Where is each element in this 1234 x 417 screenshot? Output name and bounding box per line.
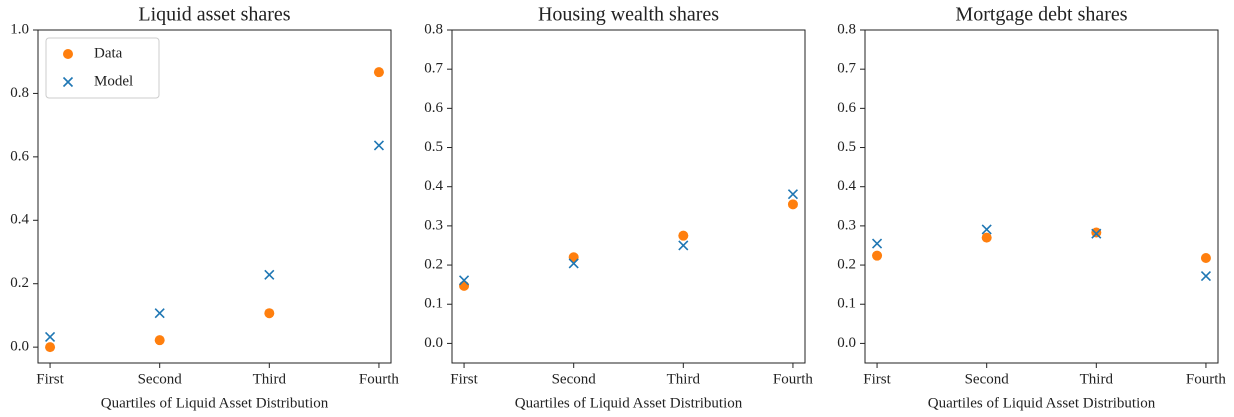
y-tick-label: 0.1 [837, 296, 856, 312]
data-point [154, 335, 165, 346]
model-point [264, 269, 275, 280]
y-tick-label: 0.0 [10, 339, 29, 355]
y-tick-label: 0.0 [424, 335, 443, 351]
x-tick-label: First [863, 371, 891, 387]
model-point [154, 308, 165, 319]
y-tick-label: 0.0 [837, 335, 856, 351]
x-tick-label: Third [667, 371, 701, 387]
model-point [373, 140, 385, 151]
y-tick-label: 0.5 [837, 139, 856, 155]
y-tick-label: 0.6 [837, 100, 856, 116]
data-point [981, 232, 992, 243]
y-tick-label: 0.8 [10, 85, 29, 101]
model-point [1091, 228, 1102, 239]
x-tick-label: Second [552, 371, 597, 387]
y-tick-label: 0.4 [10, 212, 29, 228]
x-tick-label: First [450, 371, 478, 387]
legend-label: Data [94, 45, 123, 61]
y-tick-label: 0.2 [424, 256, 443, 272]
y-tick-label: 0.2 [10, 275, 29, 291]
y-tick-label: 0.4 [424, 178, 443, 194]
plot-frame [864, 29, 1219, 364]
x-axis-label: Quartiles of Liquid Asset Distribution [928, 395, 1156, 411]
y-tick-label: 0.7 [837, 61, 856, 77]
model-point [44, 331, 56, 343]
legend-box [45, 37, 160, 99]
x-tick-label: Second [965, 371, 1010, 387]
model-point [62, 76, 74, 88]
x-axis-label: Quartiles of Liquid Asset Distribution [101, 395, 329, 411]
data-point [568, 252, 579, 263]
subplot: Housing wealth shares Quartiles of Liquid… [424, 4, 813, 412]
subplot-title: Mortgage debt shares [955, 4, 1127, 26]
legend: Data Model [45, 37, 160, 99]
model-point [458, 275, 470, 286]
y-tick-label: 1.0 [10, 21, 29, 37]
subplot-title: Liquid asset shares [138, 4, 290, 26]
model-point [1200, 270, 1212, 282]
data-point [787, 199, 798, 210]
x-tick-label: Third [253, 371, 287, 387]
model-point [787, 189, 799, 200]
y-tick-label: 0.5 [424, 139, 443, 155]
x-tick-label: Fourth [359, 371, 400, 387]
data-point [459, 280, 470, 291]
y-tick-label: 0.3 [424, 217, 443, 233]
subplot-title: Housing wealth shares [538, 4, 719, 26]
data-point [45, 342, 56, 353]
data-point [678, 230, 689, 241]
model-point [568, 258, 579, 269]
x-tick-label: Second [138, 371, 183, 387]
data-point [63, 49, 73, 59]
x-axis-label: Quartiles of Liquid Asset Distribution [515, 395, 743, 411]
y-tick-label: 0.2 [837, 256, 856, 272]
model-point [981, 224, 992, 235]
model-point [871, 238, 883, 249]
data-point [872, 250, 883, 261]
y-tick-label: 0.6 [424, 100, 443, 116]
y-tick-label: 0.1 [424, 296, 443, 312]
data-point [264, 308, 275, 319]
y-tick-label: 0.7 [424, 61, 443, 77]
y-tick-label: 0.4 [837, 178, 856, 194]
subplot: Mortgage debt shares Quartiles of Liquid … [837, 4, 1226, 412]
y-tick-label: 0.6 [10, 148, 29, 164]
y-tick-label: 0.8 [837, 21, 856, 37]
data-point [1200, 253, 1211, 264]
x-tick-label: Third [1080, 371, 1114, 387]
y-tick-label: 0.8 [424, 21, 443, 37]
data-point [1091, 227, 1102, 238]
subplot: Liquid asset shares Quartiles of Liquid A… [10, 4, 399, 412]
model-point [678, 240, 689, 251]
data-point [373, 67, 384, 78]
legend-label: Model [94, 73, 133, 89]
x-tick-label: First [36, 371, 64, 387]
x-tick-label: Fourth [1186, 371, 1227, 387]
y-tick-label: 0.3 [837, 217, 856, 233]
x-tick-label: Fourth [773, 371, 814, 387]
plot-frame [451, 29, 806, 364]
plot-frame [37, 29, 392, 364]
